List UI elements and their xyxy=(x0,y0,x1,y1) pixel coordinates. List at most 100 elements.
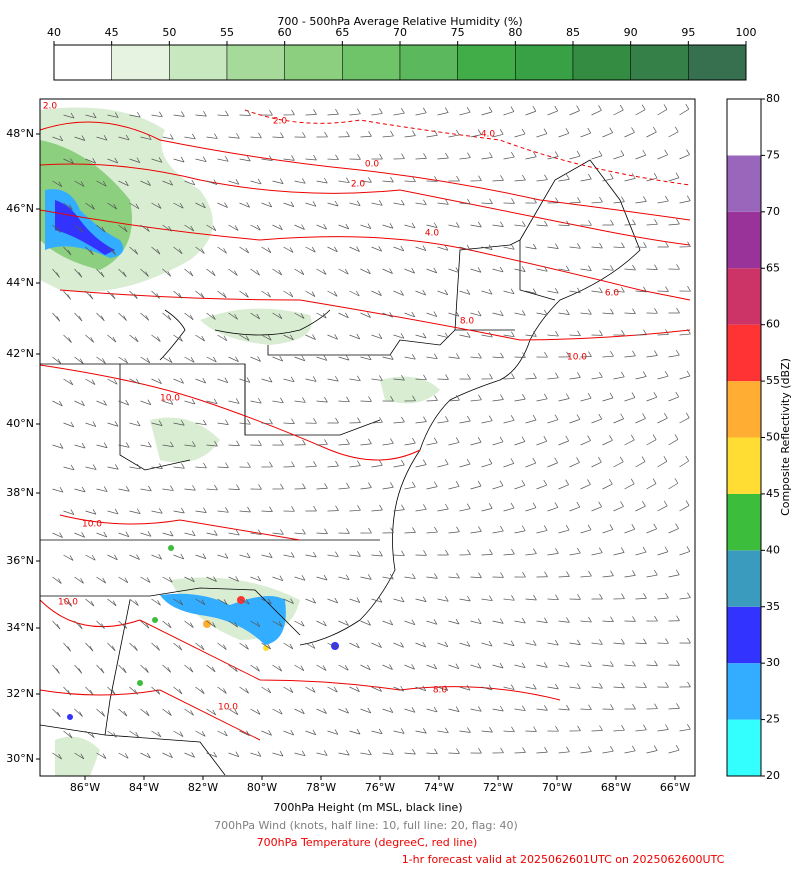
wind-barb-shaft xyxy=(316,664,327,671)
wind-barb-flag xyxy=(598,501,602,507)
wind-barb-shaft xyxy=(613,155,625,160)
wind-barb-flag xyxy=(686,370,691,377)
wind-barb-flag xyxy=(445,199,449,205)
caption-temperature: 700hPa Temperature (degreeC, red line) xyxy=(257,836,478,849)
wind-barb-flag xyxy=(477,129,482,135)
wind-barb-shaft xyxy=(151,334,161,342)
wind-barb-shaft xyxy=(514,485,525,490)
wind-barb-flag xyxy=(489,373,493,379)
wind-barb-flag xyxy=(620,104,624,111)
wind-barb-shaft xyxy=(184,136,196,140)
humidity-colorbar-title: 700 - 500hPa Average Relative Humidity (… xyxy=(277,15,522,28)
wind-barb-flag xyxy=(324,439,328,445)
wind-barb-shaft xyxy=(459,420,471,424)
wind-barb-flag xyxy=(488,640,493,647)
wind-barb-flag xyxy=(345,749,350,756)
lon-label: 68°W xyxy=(601,781,631,794)
wind-barb-shaft xyxy=(569,462,580,468)
wind-barb-flag xyxy=(378,642,382,648)
humidity-tick-label: 65 xyxy=(335,26,349,39)
contour-label: 8.0 xyxy=(460,317,475,327)
wind-barb-shaft xyxy=(481,111,493,116)
wind-barb-flag xyxy=(610,308,614,315)
wind-barb-flag xyxy=(157,203,162,209)
wind-barb-flag xyxy=(269,109,273,116)
wind-barb-shaft xyxy=(162,312,172,321)
wind-barb-shaft xyxy=(327,158,339,161)
wind-barb-flag xyxy=(357,375,361,381)
wind-barb-shaft xyxy=(85,290,94,300)
wind-barb-flag xyxy=(246,377,251,383)
wind-barb-flag xyxy=(477,480,482,487)
wind-barb-flag xyxy=(654,660,658,666)
wind-barb-flag xyxy=(289,247,294,253)
wind-barb-flag xyxy=(178,248,183,254)
wind-barb-flag xyxy=(181,463,185,469)
wind-barb-shaft xyxy=(613,642,625,645)
wind-barb-shaft xyxy=(107,598,117,607)
wind-barb-flag xyxy=(256,666,260,672)
wind-barb-flag xyxy=(192,485,196,491)
wind-barb-flag xyxy=(665,195,669,202)
wind-barb-flag xyxy=(577,594,581,600)
wind-barb-flag xyxy=(323,620,327,627)
wind-barb-shaft xyxy=(558,312,570,315)
wind-barb-shaft xyxy=(514,356,526,358)
wind-barb-flag xyxy=(335,154,339,160)
wind-barb-flag xyxy=(467,595,471,602)
wind-barb-shaft xyxy=(228,488,240,490)
wind-barb-flag xyxy=(89,293,94,300)
wind-barb-flag xyxy=(466,503,471,509)
wind-barb-flag xyxy=(191,576,195,583)
wind-barb-shaft xyxy=(536,530,548,534)
wind-barb-shaft xyxy=(140,268,149,277)
wind-barb-shaft xyxy=(338,312,349,319)
wind-barb-shaft xyxy=(206,312,216,320)
lat-label: 40°N xyxy=(6,417,34,430)
wind-barb-shaft xyxy=(316,708,327,714)
wind-barb-shaft xyxy=(657,597,669,600)
wind-barb-shaft xyxy=(272,136,284,138)
wind-barb-shaft xyxy=(525,156,537,160)
wind-barb-flag xyxy=(676,264,680,270)
wind-barb-flag xyxy=(344,268,349,275)
wind-barb-flag xyxy=(499,480,504,486)
wind-barb-flag xyxy=(488,288,493,295)
lat-label: 42°N xyxy=(6,347,34,360)
wind-barb-flag xyxy=(566,309,570,315)
wind-barb-flag xyxy=(57,227,61,233)
wind-barb-shaft xyxy=(668,749,680,754)
wind-barb-flag xyxy=(268,552,273,558)
wind-barb-flag xyxy=(135,600,139,606)
wind-barb-shaft xyxy=(591,290,603,293)
wind-barb-shaft xyxy=(668,528,679,534)
humidity-tick-label: 70 xyxy=(393,26,407,39)
wind-barb-flag xyxy=(70,464,75,471)
wind-barb-shaft xyxy=(536,179,548,182)
wind-barb-shaft xyxy=(107,246,116,255)
contour-label: 10.0 xyxy=(567,353,587,363)
wind-barb-shaft xyxy=(85,422,97,427)
wind-barb-flag xyxy=(157,731,162,738)
wind-barb-flag xyxy=(610,219,614,226)
wind-barb-shaft xyxy=(382,312,393,318)
wind-barb-flag xyxy=(114,508,119,515)
wind-barb-flag xyxy=(67,646,72,652)
wind-barb-shaft xyxy=(63,246,72,256)
wind-barb-shaft xyxy=(492,356,504,359)
wind-barb-flag xyxy=(290,201,295,207)
wind-barb-shaft xyxy=(173,290,183,299)
wind-barb-shaft xyxy=(217,114,229,117)
wind-barb-shaft xyxy=(305,642,316,649)
wind-barb-shaft xyxy=(217,378,228,384)
wind-barb-shaft xyxy=(228,136,240,139)
wind-barb-shaft xyxy=(646,177,658,182)
wind-barb-flag xyxy=(455,437,460,443)
humidity-tick-label: 80 xyxy=(508,26,522,39)
wind-barb-flag xyxy=(390,482,394,488)
wind-barb-shaft xyxy=(195,554,207,559)
reflectivity-tick-label: 25 xyxy=(766,713,780,726)
wind-barb-flag xyxy=(642,371,647,377)
wind-barb-shaft xyxy=(569,334,581,337)
wind-barb-flag xyxy=(643,682,647,688)
